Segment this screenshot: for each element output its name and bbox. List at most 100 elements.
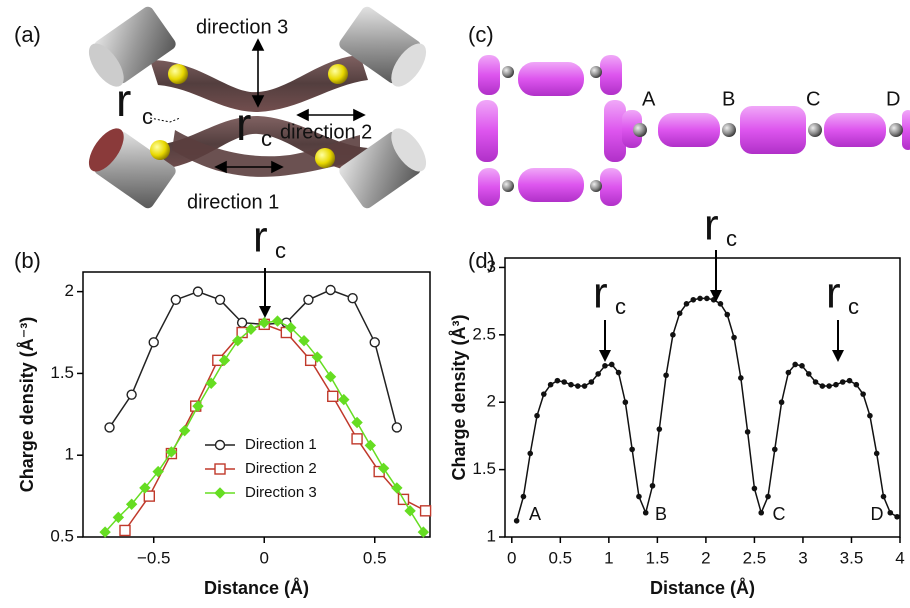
- marker: [799, 363, 805, 369]
- marker: [602, 363, 608, 369]
- x-axis-label: Distance (Å): [650, 578, 755, 598]
- marker: [752, 486, 758, 492]
- marker: [521, 494, 527, 500]
- direction-label: direction 3: [196, 16, 288, 38]
- marker: [392, 483, 402, 493]
- marker: [894, 514, 900, 520]
- panel-label: (d): [468, 248, 495, 273]
- y-tick-label: 2: [65, 281, 74, 300]
- marker: [370, 338, 379, 347]
- marker: [149, 338, 158, 347]
- marker: [589, 379, 595, 385]
- marker: [657, 426, 663, 432]
- marker: [575, 383, 581, 389]
- marker: [663, 372, 669, 378]
- rc-subscript: c: [726, 226, 737, 251]
- x-tick-label: 0: [260, 548, 269, 567]
- marker: [171, 295, 180, 304]
- marker: [643, 510, 649, 516]
- site-label: B: [655, 504, 667, 524]
- marker: [854, 382, 860, 388]
- marker: [326, 285, 335, 294]
- x-tick-label: 3.5: [840, 548, 864, 567]
- legend-label: Direction 2: [245, 460, 317, 477]
- marker: [352, 434, 362, 444]
- x-tick-label: 3: [798, 548, 807, 567]
- marker: [238, 318, 247, 327]
- marker: [779, 399, 785, 405]
- x-tick-label: 2: [701, 548, 710, 567]
- marker: [272, 316, 282, 326]
- legend-label: Direction 3: [245, 484, 317, 501]
- marker: [881, 494, 887, 500]
- y-tick-label: 1: [487, 526, 496, 545]
- marker: [595, 371, 601, 377]
- x-tick-label: 1.5: [646, 548, 670, 567]
- marker: [718, 301, 724, 307]
- marker: [697, 296, 703, 302]
- marker: [623, 399, 629, 405]
- marker: [731, 335, 737, 341]
- marker: [127, 390, 136, 399]
- series-line: [517, 298, 897, 520]
- marker: [555, 378, 561, 384]
- site-label: D: [886, 88, 900, 110]
- marker: [826, 383, 832, 389]
- marker: [840, 379, 846, 385]
- marker: [636, 494, 642, 500]
- x-tick-label: 1: [604, 548, 613, 567]
- y-tick-label: 2: [487, 392, 496, 411]
- marker: [867, 413, 873, 419]
- y-tick-label: 0.5: [50, 526, 74, 545]
- y-axis-label: Charge density (Å³): [449, 314, 469, 480]
- marker: [339, 395, 349, 405]
- x-axis-label: Distance (Å): [204, 578, 309, 598]
- site-label: A: [529, 504, 541, 524]
- rc-subscript: c: [615, 294, 626, 319]
- series-line: [110, 290, 397, 427]
- marker: [582, 383, 588, 389]
- marker: [609, 362, 615, 368]
- rc-symbol: r: [593, 269, 608, 318]
- legend-marker: [216, 441, 225, 450]
- marker: [724, 312, 730, 318]
- marker: [616, 370, 622, 376]
- marker: [105, 423, 114, 432]
- marker: [758, 510, 764, 516]
- x-tick-label: 0.5: [548, 548, 572, 567]
- direction-label: direction 2: [280, 121, 372, 143]
- marker: [650, 483, 656, 489]
- rc-symbol: r: [236, 98, 251, 150]
- site-label: C: [806, 88, 820, 110]
- marker: [860, 391, 866, 397]
- marker: [352, 417, 362, 427]
- rc-subscript: c: [275, 238, 286, 263]
- legend-label: Direction 1: [245, 436, 317, 453]
- marker: [568, 382, 574, 388]
- rc-symbol: r: [116, 74, 131, 126]
- marker: [806, 371, 812, 377]
- panel-c-illustration: [476, 55, 910, 206]
- figure: (a) direction 3 direction 2 direction 1 …: [0, 0, 910, 608]
- rc-symbol: r: [253, 213, 268, 262]
- legend-marker: [215, 488, 225, 498]
- marker: [847, 378, 853, 384]
- marker: [405, 506, 415, 516]
- marker: [326, 372, 336, 382]
- marker: [690, 297, 696, 303]
- rc-symbol: r: [704, 201, 719, 250]
- marker: [813, 379, 819, 385]
- marker: [365, 440, 375, 450]
- panel-label: (b): [14, 248, 41, 273]
- marker: [670, 332, 676, 338]
- site-label: A: [642, 88, 656, 110]
- marker: [541, 391, 547, 397]
- site-label: D: [871, 504, 884, 524]
- marker: [772, 447, 778, 453]
- marker: [629, 447, 635, 453]
- marker: [193, 287, 202, 296]
- x-tick-label: 0.5: [363, 548, 387, 567]
- legend-marker: [215, 464, 225, 474]
- arrow-head: [599, 350, 611, 362]
- marker: [677, 310, 683, 316]
